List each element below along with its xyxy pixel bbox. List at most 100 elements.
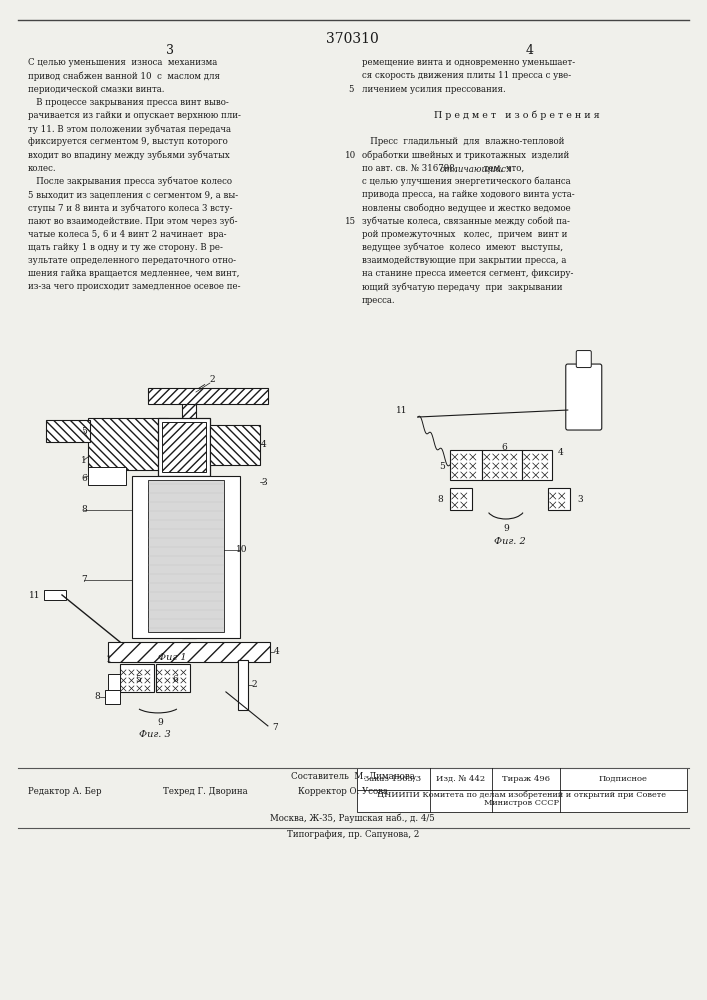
Text: новлены свободно ведущее и жестко ведомое: новлены свободно ведущее и жестко ведомо…	[362, 203, 571, 213]
Text: Фиг 1: Фиг 1	[158, 653, 186, 662]
Text: входит во впадину между зубьями зубчатых: входит во впадину между зубьями зубчатых	[28, 151, 230, 160]
Text: Техред Г. Дворина: Техред Г. Дворина	[163, 787, 247, 796]
Text: 15: 15	[345, 217, 356, 226]
Text: 10: 10	[236, 545, 247, 554]
Bar	[522, 450, 551, 480]
Text: ся скорость движения плиты 11 пресса с уве-: ся скорость движения плиты 11 пресса с у…	[362, 71, 571, 80]
Text: шения гайка вращается медленнее, чем винт,: шения гайка вращается медленнее, чем вин…	[28, 269, 240, 278]
Text: ведущее зубчатое  колесо  имеют  выступы,: ведущее зубчатое колесо имеют выступы,	[362, 243, 563, 252]
Text: 5: 5	[81, 427, 87, 436]
Text: с целью улучшения энергетического баланса: с целью улучшения энергетического баланс…	[362, 177, 571, 186]
FancyBboxPatch shape	[566, 364, 602, 430]
Text: на станине пресса имеется сегмент, фиксиру-: на станине пресса имеется сегмент, фикси…	[362, 269, 573, 278]
Text: 1: 1	[81, 456, 87, 465]
Text: рачивается из гайки и опускает верхнюю пли-: рачивается из гайки и опускает верхнюю п…	[28, 111, 241, 120]
Bar	[120, 664, 154, 692]
FancyBboxPatch shape	[576, 351, 591, 368]
Text: Пресс  гладильный  для  влажно-тепловой: Пресс гладильный для влажно-тепловой	[362, 137, 564, 146]
Text: по авт. св. № 316798,: по авт. св. № 316798,	[362, 164, 460, 173]
Text: 370310: 370310	[327, 32, 379, 46]
Text: привод снабжен ванной 10  с  маслом для: привод снабжен ванной 10 с маслом для	[28, 71, 220, 81]
Text: 11: 11	[28, 591, 40, 600]
Text: После закрывания пресса зубчатое колесо: После закрывания пресса зубчатое колесо	[28, 177, 232, 186]
Text: ющий зубчатую передачу  при  закрывании: ющий зубчатую передачу при закрывании	[362, 282, 562, 292]
Text: П р е д м е т   и з о б р е т е н и я: П р е д м е т и з о б р е т е н и я	[434, 111, 600, 120]
Text: обработки швейных и трикотажных  изделий: обработки швейных и трикотажных изделий	[362, 151, 569, 160]
Bar	[182, 400, 196, 638]
Text: 4: 4	[261, 440, 267, 449]
Text: 3: 3	[261, 478, 267, 487]
Text: привода пресса, на гайке ходового винта уста-: привода пресса, на гайке ходового винта …	[362, 190, 575, 199]
Text: 4: 4	[274, 647, 280, 656]
Bar	[156, 664, 190, 692]
Text: 10: 10	[345, 151, 356, 160]
Bar	[548, 488, 570, 510]
Text: 9: 9	[157, 718, 163, 727]
Text: 5: 5	[348, 85, 354, 94]
Bar	[88, 418, 168, 470]
Bar	[450, 450, 481, 480]
Text: 6: 6	[172, 675, 177, 684]
Text: 6: 6	[81, 474, 87, 483]
Text: 9: 9	[503, 524, 508, 533]
Text: ремещение винта и одновременно уменьшает-: ремещение винта и одновременно уменьшает…	[362, 58, 575, 67]
Bar	[158, 418, 210, 476]
Text: 5: 5	[439, 462, 445, 471]
Text: Москва, Ж-35, Раушская наб., д. 4/5: Москва, Ж-35, Раушская наб., д. 4/5	[271, 814, 436, 823]
Text: чатые колеса 5, 6 и 4 винт 2 начинает  вра-: чатые колеса 5, 6 и 4 винт 2 начинает вр…	[28, 230, 226, 239]
Text: 5 выходит из зацепления с сегментом 9, а вы-: 5 выходит из зацепления с сегментом 9, а…	[28, 190, 238, 199]
Bar	[162, 422, 206, 472]
Text: Изд. № 442: Изд. № 442	[436, 775, 486, 783]
Text: Составитель  М. Лиманова: Составитель М. Лиманова	[291, 772, 415, 781]
Bar	[108, 674, 120, 692]
Bar	[450, 488, 472, 510]
Bar	[108, 642, 270, 662]
Text: периодической смазки винта.: периодической смазки винта.	[28, 85, 165, 94]
Text: зультате определенного передаточного отно-: зультате определенного передаточного отн…	[28, 256, 236, 265]
Text: взаимодействующие при закрытии пресса, а: взаимодействующие при закрытии пресса, а	[362, 256, 566, 265]
Text: Редактор А. Бер: Редактор А. Бер	[28, 787, 102, 796]
Bar	[357, 768, 686, 812]
Text: 4: 4	[558, 448, 563, 457]
Text: С целью уменьшения  износа  механизма: С целью уменьшения износа механизма	[28, 58, 217, 67]
Bar	[481, 450, 522, 480]
Text: 4: 4	[526, 44, 534, 57]
Text: ту 11. В этом положении зубчатая передача: ту 11. В этом положении зубчатая передач…	[28, 124, 231, 134]
Bar	[148, 480, 224, 632]
Text: Тираж 496: Тираж 496	[502, 775, 550, 783]
Text: 7: 7	[272, 723, 278, 732]
Text: Фиг. 2: Фиг. 2	[494, 537, 526, 546]
Text: Корректор О. Усова: Корректор О. Усова	[298, 787, 388, 796]
Bar	[88, 467, 126, 485]
Text: 8: 8	[81, 505, 87, 514]
Text: 11: 11	[397, 406, 408, 415]
Bar	[44, 590, 66, 600]
Text: 6: 6	[501, 443, 507, 452]
Text: 2: 2	[252, 680, 257, 689]
Text: 8: 8	[94, 692, 100, 701]
Text: Заказ 1563/3: Заказ 1563/3	[364, 775, 421, 783]
Text: 5: 5	[135, 675, 141, 684]
Text: рой промежуточных   колес,  причем  винт и: рой промежуточных колес, причем винт и	[362, 230, 567, 239]
Text: 3: 3	[578, 495, 583, 504]
Bar	[238, 660, 248, 710]
Text: отличающийся: отличающийся	[439, 164, 512, 173]
Text: ступы 7 и 8 винта и зубчатого колеса 3 всту-: ступы 7 и 8 винта и зубчатого колеса 3 в…	[28, 203, 233, 213]
Text: пресса.: пресса.	[362, 296, 395, 305]
Text: колес.: колес.	[28, 164, 57, 173]
Text: зубчатые колеса, связанные между собой па-: зубчатые колеса, связанные между собой п…	[362, 217, 570, 226]
Bar	[46, 420, 90, 442]
Text: 3: 3	[166, 44, 174, 57]
Text: Фиг. 3: Фиг. 3	[139, 730, 171, 739]
Bar	[132, 476, 240, 638]
Text: Подписное: Подписное	[598, 775, 647, 783]
Text: 7: 7	[81, 575, 87, 584]
Text: из-за чего происходит замедленное осевое пе-: из-за чего происходит замедленное осевое…	[28, 282, 240, 291]
Text: фиксируется сегментом 9, выступ которого: фиксируется сегментом 9, выступ которого	[28, 137, 228, 146]
Text: пают во взаимодействие. При этом через зуб-: пают во взаимодействие. При этом через з…	[28, 217, 238, 226]
Text: тем, что,: тем, что,	[481, 164, 525, 173]
Bar	[105, 690, 120, 704]
Text: Типография, пр. Сапунова, 2: Типография, пр. Сапунова, 2	[286, 830, 419, 839]
Bar	[148, 388, 268, 404]
Text: В процессе закрывания пресса винт выво-: В процессе закрывания пресса винт выво-	[28, 98, 229, 107]
